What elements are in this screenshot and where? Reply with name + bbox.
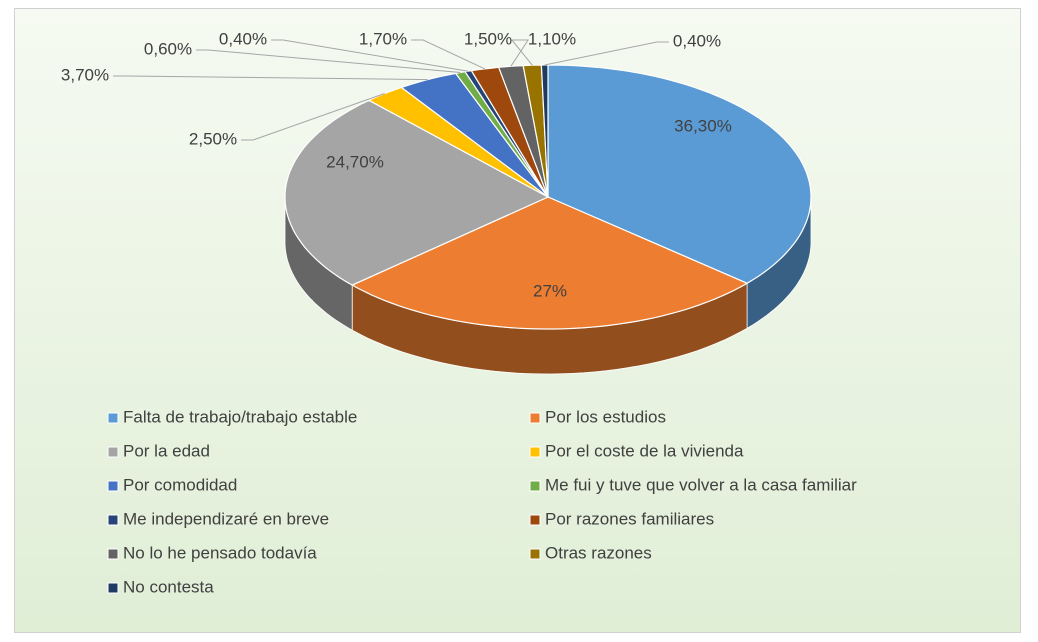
leader-line bbox=[241, 93, 385, 141]
leader-line bbox=[271, 39, 469, 72]
data-label: 1,50% bbox=[464, 29, 512, 48]
data-label: 1,70% bbox=[359, 29, 407, 48]
legend-label: No lo he pensado todavía bbox=[123, 543, 317, 562]
legend-label: Por comodidad bbox=[123, 475, 237, 494]
legend-swatch bbox=[107, 446, 119, 458]
legend-swatch bbox=[529, 412, 541, 424]
legend-swatch bbox=[107, 548, 119, 560]
data-label: 27% bbox=[533, 281, 567, 300]
legend-label: No contesta bbox=[123, 577, 214, 596]
legend-label: Me fui y tuve que volver a la casa famil… bbox=[545, 475, 857, 494]
legend-label: Por razones familiares bbox=[545, 509, 714, 528]
legend-label: Falta de trabajo/trabajo estable bbox=[123, 407, 357, 426]
pie-slice bbox=[284, 99, 550, 286]
pie-slice bbox=[350, 196, 749, 330]
pie-slice bbox=[547, 64, 812, 284]
legend-label: Por la edad bbox=[123, 441, 210, 460]
data-label: 0,40% bbox=[219, 29, 267, 48]
legend-swatch bbox=[529, 514, 541, 526]
leader-line bbox=[196, 49, 461, 73]
legend-swatch bbox=[529, 446, 541, 458]
legend-swatch bbox=[529, 480, 541, 492]
data-label: 3,70% bbox=[61, 65, 109, 84]
leader-line bbox=[510, 39, 533, 66]
data-label: 2,50% bbox=[189, 129, 237, 148]
pie-slice bbox=[367, 86, 549, 198]
legend-swatch bbox=[107, 412, 119, 424]
data-label: 36,30% bbox=[674, 116, 732, 135]
data-label: 1,10% bbox=[528, 29, 576, 48]
legend-label: Otras razones bbox=[545, 543, 652, 562]
legend-label: Por el coste de la vivienda bbox=[545, 441, 744, 460]
legend-swatch bbox=[107, 480, 119, 492]
legend-label: Me independizaré en breve bbox=[123, 509, 329, 528]
leader-line bbox=[113, 75, 428, 81]
data-label: 24,70% bbox=[326, 152, 384, 171]
legend-swatch bbox=[107, 514, 119, 526]
legend-swatch bbox=[529, 548, 541, 560]
legend-label: Por los estudios bbox=[545, 407, 666, 426]
legend-swatch bbox=[107, 582, 119, 594]
data-label: 0,60% bbox=[144, 39, 192, 58]
leader-line bbox=[544, 41, 669, 66]
leader-line bbox=[411, 39, 486, 70]
data-label: 0,40% bbox=[673, 31, 721, 50]
